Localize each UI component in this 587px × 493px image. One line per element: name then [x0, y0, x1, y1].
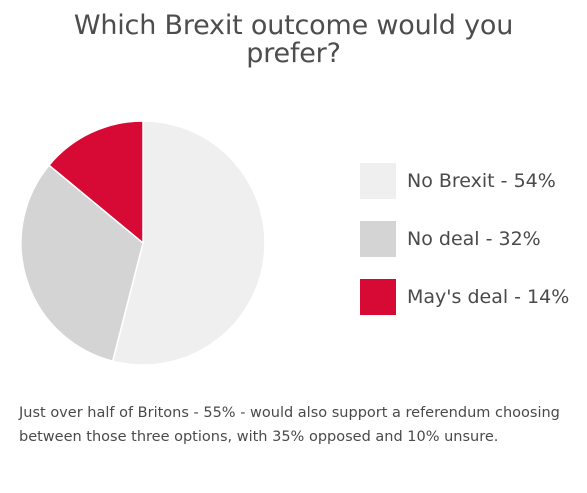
legend-swatch-mays-deal — [360, 279, 396, 315]
legend-swatch-no-brexit — [360, 163, 396, 199]
legend-label-no-deal: No deal - 32% — [407, 228, 541, 250]
legend-label-no-brexit: No Brexit - 54% — [407, 170, 556, 192]
legend-label-mays-deal: May's deal - 14% — [407, 286, 570, 308]
pie-chart — [20, 120, 266, 366]
legend-swatch-no-deal — [360, 221, 396, 257]
pie-slice-no-brexit — [111, 120, 266, 366]
chart-title-line-1: Which Brexit outcome would you — [73, 10, 514, 41]
pie-slice-no-deal — [20, 164, 144, 363]
chart-title-line-2: prefer? — [246, 38, 341, 69]
chart-title: Which Brexit outcome would you prefer? — [0, 12, 587, 68]
footnote-text: Just over half of Britons - 55% - would … — [19, 405, 560, 445]
pie-slice-mays-deal — [47, 120, 144, 245]
